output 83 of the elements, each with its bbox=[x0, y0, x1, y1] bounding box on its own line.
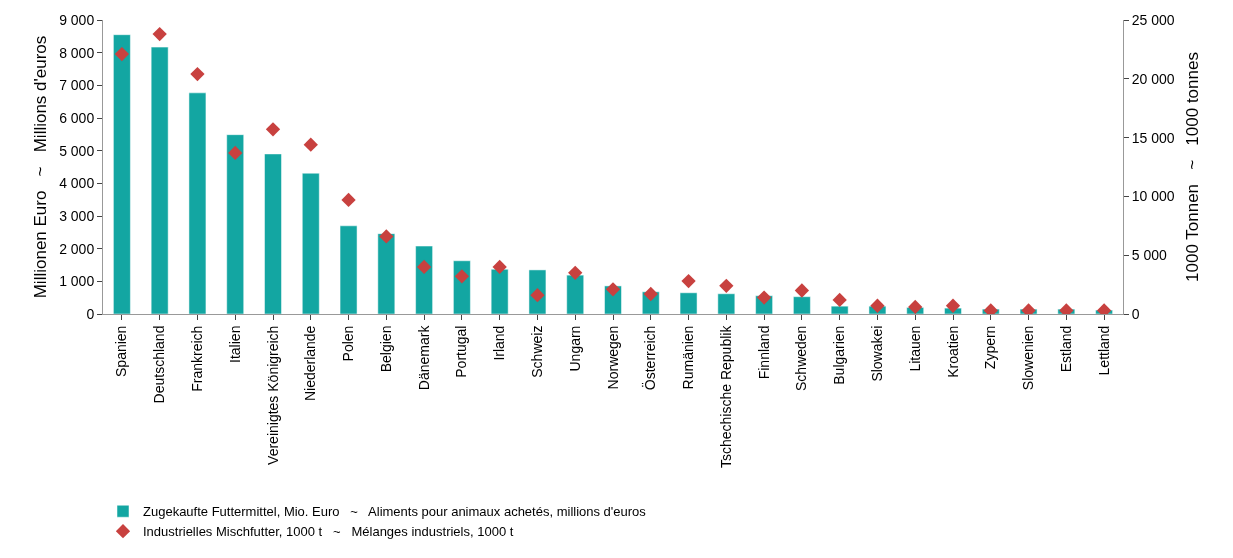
y-tick-label: 4 000 bbox=[59, 175, 95, 192]
bar bbox=[566, 274, 584, 314]
x-tick-label: Polen bbox=[340, 325, 357, 362]
x-tick-label: Slowakei bbox=[868, 325, 885, 382]
x-tick-label: Bulgarien bbox=[831, 325, 848, 385]
point bbox=[643, 286, 658, 302]
point bbox=[379, 229, 394, 244]
point bbox=[832, 292, 847, 308]
bar bbox=[188, 92, 207, 314]
point bbox=[908, 299, 923, 314]
x-tick-label: Estland bbox=[1057, 325, 1074, 373]
bar bbox=[113, 34, 131, 314]
x-tick-label: Irland bbox=[491, 325, 508, 361]
point bbox=[605, 282, 621, 297]
y-tick-label: 7 000 bbox=[59, 77, 95, 94]
y-tick-label: 8 000 bbox=[59, 44, 95, 61]
y-tick-label: 2 000 bbox=[59, 240, 95, 257]
x-tick-label: Litauen bbox=[906, 325, 923, 372]
point bbox=[756, 290, 772, 305]
point bbox=[719, 278, 734, 293]
y2-tick-label: 15 000 bbox=[1131, 129, 1175, 146]
point bbox=[870, 298, 885, 313]
x-tick-label: Schweiz bbox=[528, 325, 545, 378]
x-tick-label: Rumänien bbox=[680, 325, 697, 390]
point bbox=[190, 66, 205, 82]
bar bbox=[264, 153, 282, 314]
x-tick-label: Österreich bbox=[641, 325, 659, 391]
y-tick-label: 9 000 bbox=[59, 11, 95, 28]
y-tick-label: 3 000 bbox=[59, 207, 95, 224]
bar bbox=[226, 134, 244, 314]
x-tick-label: Tschechische Republik bbox=[717, 324, 734, 469]
bar bbox=[415, 245, 433, 314]
x-tick-label: Italien bbox=[226, 325, 243, 363]
x-tick-label: Belgien bbox=[377, 325, 394, 373]
point bbox=[416, 259, 432, 275]
bar bbox=[339, 225, 358, 314]
x-tick-label: Spanien bbox=[113, 325, 130, 377]
x-tick-label: Portugal bbox=[453, 325, 470, 378]
x-tick-label: Frankreich bbox=[188, 325, 205, 392]
bar bbox=[679, 292, 698, 314]
bar bbox=[717, 293, 736, 314]
point bbox=[492, 259, 507, 275]
point bbox=[945, 298, 961, 313]
x-tick-label: Deutschland bbox=[151, 325, 168, 404]
y2-tick-label: 10 000 bbox=[1131, 188, 1175, 205]
y2-tick-label: 0 bbox=[1131, 305, 1140, 322]
bar bbox=[490, 269, 509, 314]
point bbox=[681, 273, 696, 289]
y-tick-label: 5 000 bbox=[59, 142, 95, 159]
bar bbox=[793, 296, 811, 314]
legend-label: Zugekaufte Futtermittel, Mio. Euro ~ Aliments pour animaux achetés, millions d'euros bbox=[143, 504, 647, 520]
y-tick-label: 1 000 bbox=[59, 273, 95, 290]
bar bbox=[830, 305, 849, 314]
x-tick-label: Zypern bbox=[982, 325, 999, 370]
y2-axis-title: 1000 Tonnen ~ 1000 tonnes bbox=[1183, 52, 1203, 282]
x-tick-label: Kroatien bbox=[944, 325, 961, 378]
bar bbox=[377, 233, 396, 314]
bar bbox=[302, 172, 320, 314]
x-tick-label: Norwegen bbox=[604, 325, 621, 390]
point bbox=[114, 46, 130, 62]
x-tick-label: Vereinigtes Königreich bbox=[264, 325, 281, 465]
y2-tick-label: 25 000 bbox=[1131, 11, 1175, 28]
x-tick-label: Lettland bbox=[1095, 325, 1112, 376]
point bbox=[341, 192, 356, 208]
y-axis-title: Millionen Euro ~ Millions d'euros bbox=[30, 35, 50, 299]
y2-tick-label: 20 000 bbox=[1131, 70, 1175, 87]
bar bbox=[150, 46, 169, 314]
x-tick-label: Finnland bbox=[755, 325, 772, 380]
point bbox=[152, 26, 167, 42]
y-tick-label: 6 000 bbox=[59, 109, 95, 126]
x-tick-label: Dänemark bbox=[415, 324, 432, 391]
y-tick-label: 0 bbox=[86, 305, 95, 322]
x-tick-label: Schweden bbox=[793, 325, 810, 391]
point bbox=[228, 145, 243, 161]
x-tick-label: Ungarn bbox=[566, 325, 583, 372]
point bbox=[794, 283, 810, 298]
point bbox=[265, 122, 281, 137]
legend-label: Industrielles Mischfutter, 1000 t ~ Mélanges industriels, 1000 t bbox=[143, 524, 514, 540]
x-tick-label: Slowenien bbox=[1020, 325, 1037, 391]
point bbox=[568, 265, 583, 280]
y2-tick-label: 5 000 bbox=[1131, 247, 1168, 264]
point bbox=[303, 137, 318, 152]
x-tick-label: Niederlande bbox=[302, 325, 319, 402]
